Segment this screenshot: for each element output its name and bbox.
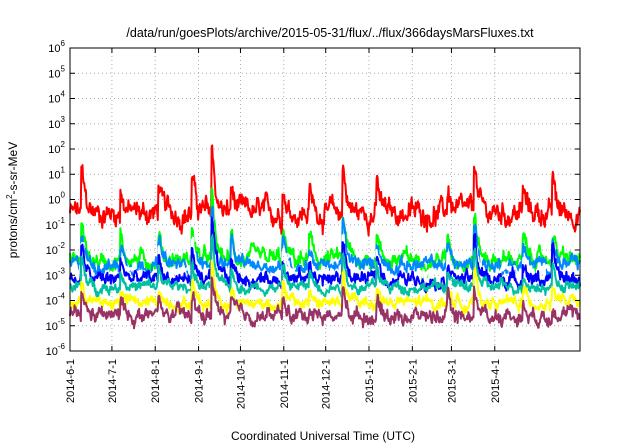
y-axis-label-part1: protons/cm <box>6 199 20 258</box>
y-tick-label: 102 <box>48 140 65 156</box>
x-tick-label: 2015-3-1 <box>446 359 458 403</box>
series-line-6 <box>69 259 581 316</box>
y-tick-label: 10-5 <box>46 317 66 333</box>
x-tick-label: 2014-7-1 <box>107 359 119 403</box>
x-tick-label: 2014-11-1 <box>279 359 291 408</box>
grid <box>69 48 580 351</box>
y-tick-label: 106 <box>48 39 65 55</box>
y-tick-label: 100 <box>48 191 65 207</box>
chart-title: /data/run/goesPlots/archive/2015-05-31/f… <box>126 26 534 40</box>
y-tick-label: 10-3 <box>46 266 66 282</box>
x-tick-label: 2014-8-1 <box>150 359 162 403</box>
y-tick-label: 104 <box>48 90 65 106</box>
x-tick-label: 2014-6-1 <box>65 359 77 403</box>
series-line-2 <box>69 205 581 280</box>
y-tick-label: 105 <box>48 64 65 80</box>
x-tick-label: 2015-4-1 <box>490 359 502 403</box>
series-line-5 <box>69 234 581 298</box>
series-line-4 <box>69 216 581 294</box>
y-tick-label: 10-4 <box>46 292 66 308</box>
series-line-0 <box>69 144 581 237</box>
x-axis: 2014-6-1 2014-7-1 2014-8-1 2014-9-1 2014-10-… <box>65 48 502 409</box>
x-tick-label: 2015-2-1 <box>407 359 419 403</box>
x-tick-label: 2014-12-1 <box>321 359 333 409</box>
series-line-7 <box>69 276 581 330</box>
y-axis-label-superscript: 2 <box>5 194 14 199</box>
y-axis-label: protons/cm2-s-sr-MeV <box>5 142 20 258</box>
x-tick-label: 2015-1-1 <box>364 359 376 403</box>
y-tick-label: 10-1 <box>46 216 66 232</box>
y-tick-label: 10-6 <box>46 342 66 358</box>
x-tick-label: 2014-9-1 <box>194 359 206 403</box>
y-axis: 10-6 10-5 10-4 10-3 10-2 10-1 100 101 102 103 104 1… <box>46 39 580 358</box>
y-tick-label: 10-2 <box>46 241 66 257</box>
y-tick-label: 103 <box>48 115 65 131</box>
x-tick-label: 2014-10-1 <box>235 359 247 409</box>
y-tick-label: 101 <box>48 165 65 181</box>
series-layer <box>69 144 581 330</box>
x-axis-label: Coordinated Universal Time (UTC) <box>231 429 415 443</box>
y-axis-label-part2: -s-sr-MeV <box>6 142 20 195</box>
